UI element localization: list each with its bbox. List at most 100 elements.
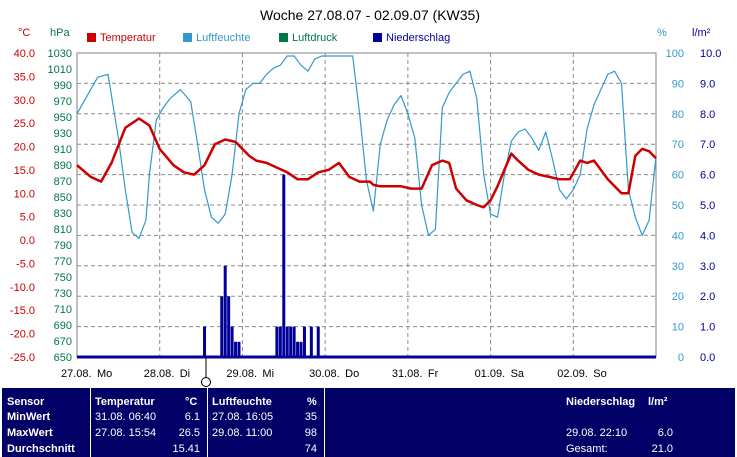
temp-tick-label: 35.0 xyxy=(14,71,35,83)
legend-label-luftfeuchte: Luftfeuchte xyxy=(196,32,250,44)
header-sensor: Sensor xyxy=(7,396,45,408)
header-rain-unit: l/m² xyxy=(648,396,668,408)
x-tick-label: 30.08. xyxy=(309,368,340,380)
temp-tick-label: -5.0 xyxy=(16,258,35,270)
pressure-tick-label: 730 xyxy=(54,288,72,300)
pressure-tick-label: 1030 xyxy=(48,48,72,60)
x-tick-label: 01.09. xyxy=(475,368,506,380)
chart-title: Woche 27.08.07 - 02.09.07 (KW35) xyxy=(260,7,480,23)
pressure-tick-label: 670 xyxy=(54,336,72,348)
series-line-temperatur xyxy=(76,117,657,209)
pressure-tick-label: 770 xyxy=(54,256,72,268)
x-tick-label: 27.08. xyxy=(61,368,92,380)
temp-unit-label: °C xyxy=(18,27,30,39)
humidity-tick-label: 20 xyxy=(672,291,684,303)
weather-chart: Woche 27.08.07 - 02.09.07 (KW35) °C hPa … xyxy=(10,7,722,387)
rain-bar xyxy=(309,326,313,357)
legend-label-luftdruck: Luftdruck xyxy=(292,32,338,44)
pressure-tick-label: 710 xyxy=(54,304,72,316)
pressure-tick-label: 870 xyxy=(54,176,72,188)
x-tick-day: Do xyxy=(345,368,359,380)
rain-bar xyxy=(275,326,279,357)
x-axis-labels: 27.08. Mo 28.08. Di 29.08. Mi 30.08. Do 31.08. Fr… xyxy=(61,368,607,380)
divider xyxy=(324,388,325,457)
rain-tick-label: 7.0 xyxy=(700,139,715,151)
rain-bar xyxy=(289,326,293,357)
x-tick-day: Fr xyxy=(428,368,439,380)
min-temp-value: 6.1 xyxy=(184,411,200,423)
temp-tick-label: 30.0 xyxy=(14,95,35,107)
humidity-tick-label: 0 xyxy=(678,352,684,364)
x-tick-day: Di xyxy=(180,368,190,380)
rain-bars xyxy=(203,174,320,357)
pressure-tick-label: 810 xyxy=(54,224,72,236)
header-humidity: Luftfeuchte xyxy=(212,396,272,408)
x-tick-label: 28.08. xyxy=(144,368,175,380)
series-lines xyxy=(76,55,657,239)
legend-swatch-luftdruck xyxy=(279,33,288,42)
max-rain-time: 29.08. 22:10 xyxy=(566,427,628,439)
rain-tick-label: 1.0 xyxy=(700,322,715,334)
rain-tick-label: 6.0 xyxy=(700,170,715,182)
rain-bar xyxy=(292,326,296,357)
rain-unit-label: l/m² xyxy=(692,27,711,39)
rain-bar xyxy=(302,326,306,357)
humidity-tick-label: 10 xyxy=(672,322,684,334)
rain-bar xyxy=(278,326,282,357)
x-tick-label: 02.09. xyxy=(557,368,588,380)
rain-bar xyxy=(234,341,238,357)
humidity-tick-label: 100 xyxy=(666,48,684,60)
header-hum-unit: % xyxy=(307,396,317,408)
temp-tick-label: 15.0 xyxy=(14,165,35,177)
temp-tick-label: -15.0 xyxy=(10,305,35,317)
axis-labels: 40.0 35.0 30.0 25.0 20.0 15.0 10.0 5.0 0.0 -5.0 -1… xyxy=(10,48,722,364)
time-marker-icon xyxy=(201,357,211,387)
legend-swatch-temperatur xyxy=(87,33,96,42)
rain-tick-label: 0.0 xyxy=(700,352,715,364)
rain-bar xyxy=(237,341,241,357)
x-tick-day: Sa xyxy=(511,368,525,380)
legend-swatch-luftfeuchte xyxy=(183,33,192,42)
rain-bar xyxy=(316,326,320,357)
rain-bar xyxy=(227,296,231,357)
rain-tick-label: 10.0 xyxy=(700,48,721,60)
humidity-tick-label: 90 xyxy=(672,78,684,90)
x-tick-day: So xyxy=(593,368,606,380)
rain-bar xyxy=(223,265,227,357)
temp-tick-label: -20.0 xyxy=(10,329,35,341)
rain-bar xyxy=(296,341,300,357)
header-rain: Niederschlag xyxy=(566,396,636,408)
rain-tick-label: 4.0 xyxy=(700,230,715,242)
pressure-tick-label: 690 xyxy=(54,320,72,332)
temp-tick-label: 25.0 xyxy=(14,118,35,130)
humidity-tick-label: 40 xyxy=(672,230,684,242)
temp-tick-label: 40.0 xyxy=(14,48,35,60)
header-temp-unit: °C xyxy=(185,396,198,408)
pressure-tick-label: 1010 xyxy=(48,64,72,76)
rain-tick-label: 8.0 xyxy=(700,109,715,121)
row-label-min: MinWert xyxy=(7,411,51,423)
row-label-avg: Durchschnitt xyxy=(7,443,75,455)
x-tick-day: Mo xyxy=(97,368,112,380)
legend-label-niederschlag: Niederschlag xyxy=(386,32,450,44)
min-hum-time: 27.08. 16:05 xyxy=(212,411,274,423)
row-label-max: MaxWert xyxy=(7,427,53,439)
rain-tick-label: 3.0 xyxy=(700,261,715,273)
humidity-tick-label: 80 xyxy=(672,109,684,121)
x-tick-label: 31.08. xyxy=(392,368,423,380)
rain-tick-label: 9.0 xyxy=(700,78,715,90)
pressure-tick-label: 890 xyxy=(54,160,72,172)
pressure-tick-label: 790 xyxy=(54,240,72,252)
max-rain-value: 6.0 xyxy=(657,427,673,439)
rain-tick-label: 2.0 xyxy=(700,291,715,303)
total-rain-value: 21.0 xyxy=(651,443,673,455)
rain-bar xyxy=(282,174,286,357)
rain-bar xyxy=(285,326,289,357)
temp-tick-label: 20.0 xyxy=(14,142,35,154)
max-hum-value: 98 xyxy=(304,427,317,439)
humidity-tick-label: 60 xyxy=(672,170,684,182)
divider xyxy=(90,388,91,457)
avg-temp-value: 15.41 xyxy=(172,443,200,455)
avg-hum-value: 74 xyxy=(304,443,317,455)
legend-swatch-niederschlag xyxy=(373,33,382,42)
